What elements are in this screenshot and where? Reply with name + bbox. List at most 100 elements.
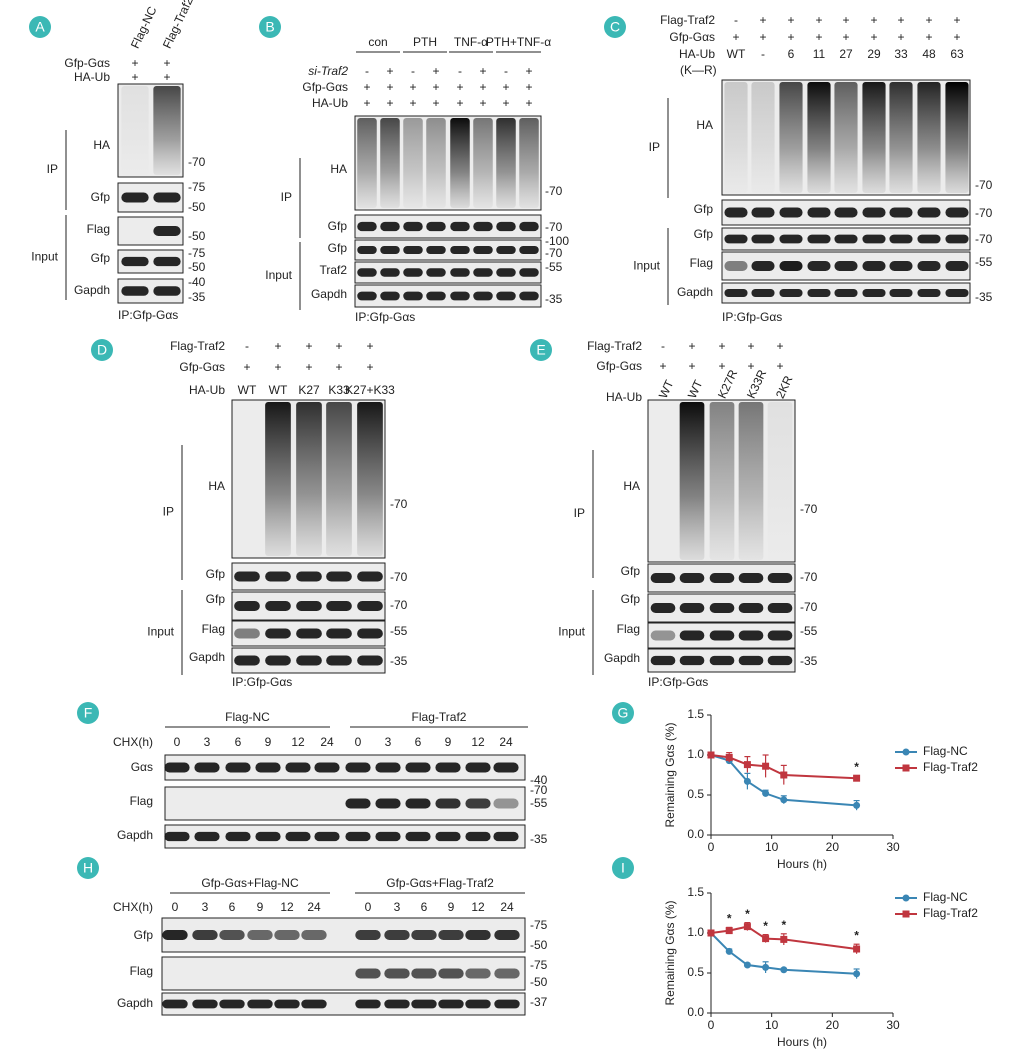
band — [247, 999, 273, 1009]
band — [375, 831, 401, 842]
point — [853, 774, 861, 782]
row-cell: + — [163, 56, 170, 70]
band — [192, 930, 218, 940]
band — [738, 655, 764, 666]
band — [450, 221, 470, 232]
row-label: Gfp-Gαs — [179, 360, 225, 374]
group-label: IP — [163, 505, 174, 519]
row-label: HA-Ub — [606, 390, 642, 404]
band — [301, 930, 327, 940]
band — [357, 246, 377, 254]
band — [153, 256, 181, 267]
blot-label: Gapdh — [677, 285, 713, 299]
band — [405, 798, 431, 809]
blot-label: Gapdh — [74, 283, 110, 297]
point — [707, 751, 715, 759]
size-marker: -70 — [188, 155, 206, 169]
row-cell: + — [386, 80, 393, 94]
point — [780, 935, 788, 943]
band — [265, 601, 291, 611]
band — [767, 630, 793, 641]
band — [380, 221, 400, 232]
band — [357, 291, 377, 301]
band — [889, 207, 913, 218]
blot-label: Flag — [690, 256, 713, 270]
band — [473, 291, 493, 301]
band — [357, 628, 383, 639]
band — [164, 831, 190, 842]
blot-label: Gαs — [131, 760, 153, 774]
point — [743, 923, 751, 931]
point — [853, 801, 861, 809]
band — [285, 762, 311, 773]
band — [380, 246, 400, 254]
blot — [164, 786, 526, 821]
row-cell: 6 — [788, 47, 795, 61]
group-header: Flag-NC — [225, 710, 270, 724]
band — [162, 930, 188, 940]
blot-label: Gapdh — [117, 996, 153, 1010]
smear — [834, 82, 858, 193]
legend-label: Flag-NC — [923, 744, 968, 758]
band — [650, 603, 676, 613]
band — [296, 655, 322, 666]
point — [762, 789, 770, 797]
band — [465, 930, 491, 940]
band — [473, 221, 493, 232]
y-tick-label: 0.0 — [687, 827, 704, 841]
group-header: Gfp-Gαs+Flag-Traf2 — [386, 876, 494, 890]
band — [265, 571, 291, 582]
band — [384, 968, 410, 979]
row-cell: + — [386, 64, 393, 78]
smear — [153, 86, 181, 175]
group-label: Input — [147, 625, 174, 639]
band — [779, 261, 803, 271]
band — [650, 655, 676, 666]
panel-label: D — [97, 342, 107, 358]
row-cell: 24 — [500, 900, 514, 914]
y-tick-label: 0.5 — [687, 787, 704, 801]
lane-label: Flag-Traf2 — [160, 0, 196, 51]
size-marker: -50 — [188, 229, 206, 243]
band — [751, 289, 775, 297]
band — [465, 831, 491, 842]
band — [679, 630, 705, 641]
band — [450, 291, 470, 301]
size-marker: -70 — [390, 570, 408, 584]
smear — [862, 82, 886, 193]
band — [247, 930, 273, 940]
band — [438, 968, 464, 979]
band — [355, 968, 381, 979]
band — [326, 571, 352, 582]
band — [945, 261, 969, 271]
smear — [473, 118, 493, 208]
band — [426, 221, 446, 232]
band — [285, 831, 311, 842]
size-marker: -35 — [188, 290, 206, 304]
x-tick-label: 20 — [826, 1018, 840, 1032]
band — [326, 628, 352, 639]
panel-label: H — [83, 860, 93, 876]
band — [403, 246, 423, 254]
row-cell: 6 — [415, 735, 422, 749]
row-cell: 0 — [355, 735, 362, 749]
blot — [161, 956, 526, 991]
group-header: con — [368, 35, 387, 49]
group-header: Flag-Traf2 — [412, 710, 467, 724]
row-cell: 0 — [172, 900, 179, 914]
blot-label: Gapdh — [604, 651, 640, 665]
band — [450, 246, 470, 254]
blot-label: Gfp — [206, 567, 226, 581]
band — [767, 603, 793, 613]
row-cell: K33 — [328, 383, 350, 397]
row-cell: 24 — [320, 735, 334, 749]
point — [725, 947, 733, 955]
y-tick-label: 0.5 — [687, 965, 704, 979]
band — [493, 831, 519, 842]
band — [234, 628, 260, 639]
group-header: TNF-α — [454, 35, 488, 49]
row-label: Flag-Traf2 — [170, 339, 225, 353]
row-cell: + — [274, 339, 281, 353]
row-cell: K27 — [298, 383, 320, 397]
row-cell: 0 — [174, 735, 181, 749]
